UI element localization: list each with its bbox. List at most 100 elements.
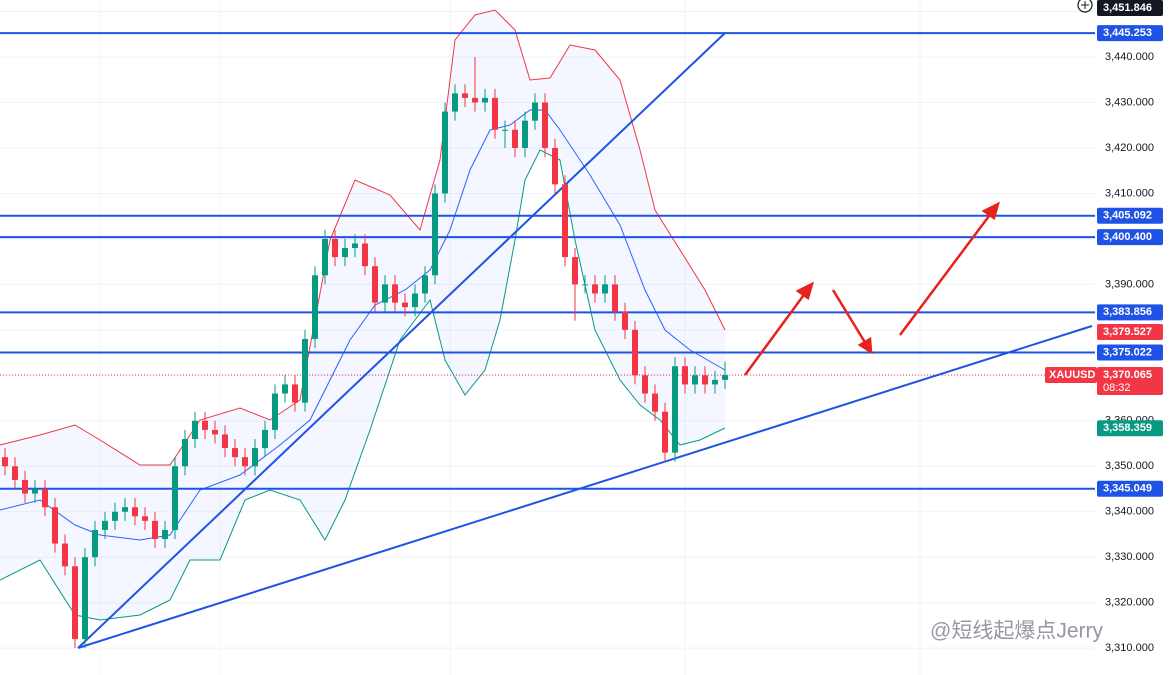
- candle-body: [672, 366, 678, 453]
- candle-body: [622, 311, 628, 330]
- level-tag-label: 3,375.022: [1103, 346, 1152, 358]
- candle-body: [522, 120, 528, 148]
- candle-body: [382, 284, 388, 303]
- candle-body: [692, 375, 698, 385]
- candle-body: [222, 434, 228, 449]
- last-price-tag: [1097, 367, 1163, 396]
- candle-body: [212, 429, 218, 435]
- candle-body: [192, 420, 198, 439]
- candle-body: [602, 284, 608, 294]
- candle-body: [322, 238, 328, 276]
- candle-body: [502, 129, 508, 131]
- candle-body: [42, 489, 48, 508]
- price-tag: [1097, 420, 1163, 437]
- candle-body: [32, 489, 38, 494]
- candle-body: [472, 97, 478, 103]
- candle-body: [232, 448, 238, 458]
- candle-body: [682, 366, 688, 385]
- level-tag-label: 3,405.092: [1103, 210, 1152, 222]
- y-tick-label: 3,350.000: [1105, 460, 1154, 472]
- bollinger-upper: [0, 9, 726, 466]
- price-tag-label: 3,451.846: [1103, 2, 1152, 14]
- y-tick-label: 3,310.000: [1105, 642, 1154, 654]
- candle-body: [242, 457, 248, 467]
- y-tick-label: 3,430.000: [1105, 96, 1154, 108]
- candle-body: [292, 384, 298, 403]
- candle-body: [182, 438, 188, 467]
- candle-body: [132, 507, 138, 517]
- price-tag-label: 3,358.359: [1103, 422, 1152, 434]
- candle-body: [512, 129, 518, 148]
- candle-body: [722, 375, 728, 380]
- candle-body: [632, 329, 638, 376]
- level-tag-label: 3,345.049: [1103, 483, 1152, 495]
- candle-body: [2, 457, 8, 467]
- candle-body: [152, 520, 158, 540]
- candle-body: [142, 516, 148, 521]
- bollinger-lower: [0, 149, 726, 621]
- candle-body: [312, 275, 318, 339]
- add-button[interactable]: [1077, 0, 1093, 13]
- candle-body: [62, 543, 68, 567]
- candle-body: [272, 393, 278, 430]
- watermark: @短线起爆点Jerry: [930, 620, 1103, 643]
- candle-body: [22, 479, 28, 494]
- candle-body: [332, 238, 338, 258]
- level-tag: [1097, 344, 1163, 361]
- candle-body: [442, 111, 448, 194]
- candle-body: [532, 102, 538, 121]
- candle-body: [172, 466, 178, 530]
- candle-body: [642, 375, 648, 394]
- candle-body: [462, 93, 468, 98]
- candle-body: [432, 193, 438, 276]
- candle-body: [392, 284, 398, 303]
- candle-body: [282, 384, 288, 394]
- y-tick-label: 3,320.000: [1105, 597, 1154, 609]
- candle-body: [482, 97, 488, 103]
- y-tick-label: 3,410.000: [1105, 187, 1154, 199]
- candle-body: [342, 248, 348, 258]
- candle-body: [662, 411, 668, 453]
- candle-body: [402, 302, 408, 308]
- candle-body: [492, 97, 498, 130]
- countdown: 08:32: [1103, 382, 1131, 394]
- candle-body: [52, 507, 58, 544]
- candles: [2, 57, 728, 649]
- level-tag: [1097, 304, 1163, 321]
- candle-body: [712, 379, 718, 385]
- level-tag-label: 3,445.253: [1103, 27, 1152, 39]
- candle-body: [582, 284, 588, 286]
- candle-body: [92, 529, 98, 558]
- candle-body: [352, 243, 358, 249]
- candle-body: [702, 375, 708, 385]
- level-tag: [1097, 207, 1163, 224]
- candle-body: [422, 275, 428, 294]
- price-tag: [1097, 324, 1163, 341]
- candle-body: [72, 566, 78, 640]
- candle-body: [592, 284, 598, 294]
- vertical-grid: [99, 0, 921, 675]
- price-tag-label: 3,379.527: [1103, 326, 1152, 338]
- candle-body: [202, 420, 208, 430]
- candle-body: [112, 511, 118, 521]
- candle-body: [162, 529, 168, 540]
- y-tick-label: 3,330.000: [1105, 551, 1154, 563]
- candle-body: [612, 284, 618, 312]
- candle-body: [552, 147, 558, 185]
- candle-body: [542, 102, 548, 148]
- candle-body: [412, 293, 418, 308]
- candle-body: [82, 557, 88, 640]
- bollinger-fill: [0, 10, 725, 620]
- price-tag: [1097, 0, 1163, 16]
- y-tick-label: 3,420.000: [1105, 142, 1154, 154]
- candle-body: [302, 338, 308, 403]
- candle-body: [562, 184, 568, 258]
- trend-lines: [77, 32, 1093, 649]
- candle-body: [262, 429, 268, 449]
- symbol-label: XAUUSD: [1049, 369, 1096, 381]
- levels: [0, 32, 1095, 490]
- symbol-tag: [1045, 367, 1097, 384]
- y-tick-label: 3,390.000: [1105, 278, 1154, 290]
- candle-body: [372, 266, 378, 303]
